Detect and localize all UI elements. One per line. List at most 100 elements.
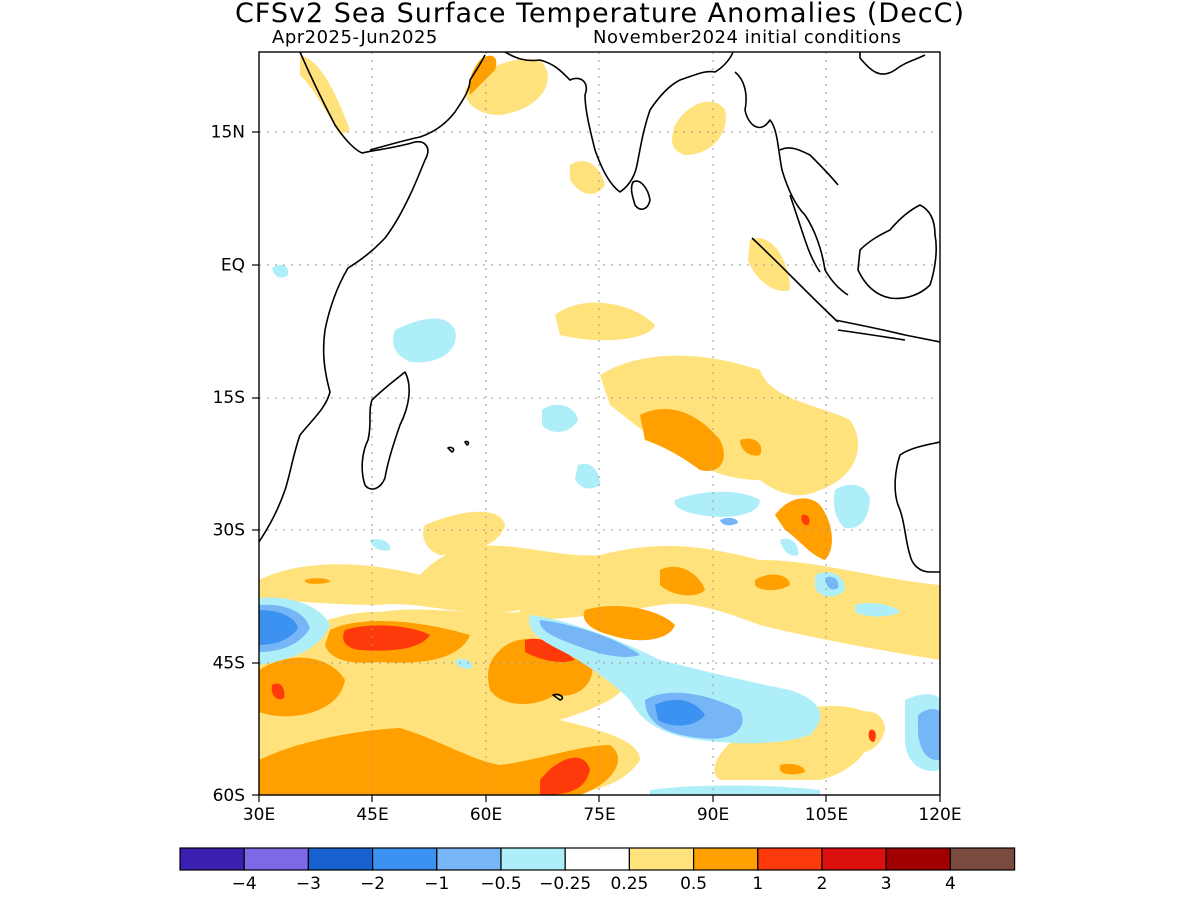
lon-tick-label: 75E <box>583 805 615 825</box>
colorbar-swatch <box>628 847 695 871</box>
anomaly-negative-0.25 <box>393 318 456 363</box>
anomaly-positive-1 <box>640 409 724 471</box>
colorbar-label: −0.25 <box>539 874 591 894</box>
map-title: CFSv2 Sea Surface Temperature Anomalies … <box>234 0 966 29</box>
lat-tick-label: 30S <box>213 521 245 541</box>
sumatra-coastline <box>751 237 839 323</box>
anomaly-negative-1 <box>259 610 298 645</box>
colorbar-swatch <box>692 847 759 871</box>
anomaly-positive-2 <box>525 638 575 663</box>
lon-tick-label: 120E <box>918 805 961 825</box>
colorbar-label: 4 <box>945 874 956 894</box>
colorbar-swatch <box>307 847 374 871</box>
lon-tick-label: 45E <box>356 805 388 825</box>
colorbar-labels: −4 −3 −2 −1 −0.5 −0.25 0.25 0.5 1 2 3 4 <box>232 874 956 894</box>
coastlines <box>259 52 940 701</box>
lon-tick-label: 60E <box>470 805 502 825</box>
lat-tick-label: EQ <box>221 255 245 275</box>
lat-tick-label: 45S <box>213 653 245 673</box>
anomaly-negative-1 <box>655 699 705 726</box>
southeast-asia-coastline <box>734 52 926 296</box>
anomaly-positive-0.5 <box>300 55 350 135</box>
anomaly-positive-2 <box>343 625 430 651</box>
lat-tick-label: 15S <box>213 388 245 408</box>
anomaly-negative-0.5 <box>918 708 940 761</box>
anomaly-positive-1 <box>755 574 790 591</box>
longitude-labels: 30E 45E 60E 75E 90E 105E 120E <box>243 805 962 825</box>
colorbar-swatch <box>564 847 631 871</box>
anomaly-positive-0.5 <box>423 511 505 555</box>
arabia-coastline <box>369 54 486 151</box>
anomaly-negative-0.25 <box>542 404 578 432</box>
gridlines <box>259 52 940 795</box>
anomaly-positive-1 <box>775 498 832 560</box>
lon-tick-label: 30E <box>243 805 275 825</box>
anomaly-positive-2 <box>868 729 876 742</box>
anomaly-negative-0.25 <box>780 538 799 556</box>
colorbar-label: −4 <box>232 874 257 894</box>
colorbar-label: 0.5 <box>680 874 707 894</box>
anomaly-negative-0.25 <box>455 659 473 669</box>
colorbar-swatch <box>500 847 566 871</box>
colorbar-label: −2 <box>360 874 385 894</box>
anomaly-positive-2 <box>801 514 810 526</box>
colorbar-swatch <box>949 847 1016 871</box>
anomaly-positive-1 <box>660 566 705 596</box>
colorbar-swatch <box>179 847 245 871</box>
anomaly-negative-0.25 <box>272 264 289 278</box>
anomaly-positive-1 <box>740 438 762 456</box>
anomaly-positive-0.5 <box>555 302 655 341</box>
anomaly-positive-0.5 <box>748 238 790 291</box>
colorbar-swatch <box>885 847 952 871</box>
colorbar-label: −3 <box>296 874 321 894</box>
anomaly-negative-0.25 <box>833 484 870 529</box>
colorbar-swatch <box>821 847 887 871</box>
malay-peninsula-coastline <box>789 194 821 273</box>
anomaly-negative-0.25 <box>370 539 391 551</box>
anomaly-positive-0.5 <box>672 101 726 155</box>
colorbar-label: 3 <box>881 874 892 894</box>
anomaly-negative-0.5 <box>539 620 640 657</box>
java-coastline <box>834 319 940 343</box>
anomaly-positive-2 <box>271 683 285 700</box>
anomaly-positive-0.5 <box>600 355 859 496</box>
colorbar-label: −0.5 <box>480 874 521 894</box>
colorbar-label: −1 <box>424 874 449 894</box>
initial-conditions: November2024 initial conditions <box>593 27 902 48</box>
anomaly-positive-1 <box>583 605 675 641</box>
anomaly-positive-0.5 <box>850 711 885 753</box>
africa-coastline <box>259 52 429 543</box>
small-island-coastline <box>447 440 564 701</box>
sri-lanka-coastline <box>630 180 651 210</box>
anomaly-negative-0.25 <box>674 491 760 517</box>
anomaly-positive-2 <box>540 757 590 795</box>
india-coastline <box>504 52 734 193</box>
anomaly-negative-0.25 <box>575 463 600 489</box>
anomaly-positive-1 <box>259 657 345 717</box>
colorbar-swatch <box>243 847 309 871</box>
colorbar-label: 0.25 <box>610 874 648 894</box>
colorbar-label: 2 <box>817 874 828 894</box>
lat-tick-label: 15N <box>211 123 245 143</box>
anomaly-negative-0.5 <box>825 576 839 590</box>
anomaly-positive-0.5 <box>259 545 940 660</box>
lat-tick-label: 60S <box>213 786 245 806</box>
anomaly-negative-0.25 <box>650 785 820 795</box>
anomaly-positive-0.5 <box>570 161 605 195</box>
forecast-period: Apr2025-Jun2025 <box>272 27 438 48</box>
anomaly-positive-1 <box>469 55 497 95</box>
colorbar <box>179 847 1016 871</box>
anomaly-positive-1 <box>305 578 330 584</box>
anomaly-negative-0.25 <box>855 602 900 617</box>
anomaly-positive-1 <box>259 728 619 795</box>
anomaly-negative-0.5 <box>720 517 738 526</box>
borneo-coastline <box>857 204 937 300</box>
colorbar-swatch <box>372 847 438 871</box>
colorbar-swatch <box>436 847 502 871</box>
madagascar-coastline <box>361 371 410 490</box>
lon-tick-label: 90E <box>697 805 729 825</box>
lon-tick-label: 105E <box>805 805 848 825</box>
anomaly-field <box>259 52 940 795</box>
anomaly-positive-1 <box>780 763 805 775</box>
